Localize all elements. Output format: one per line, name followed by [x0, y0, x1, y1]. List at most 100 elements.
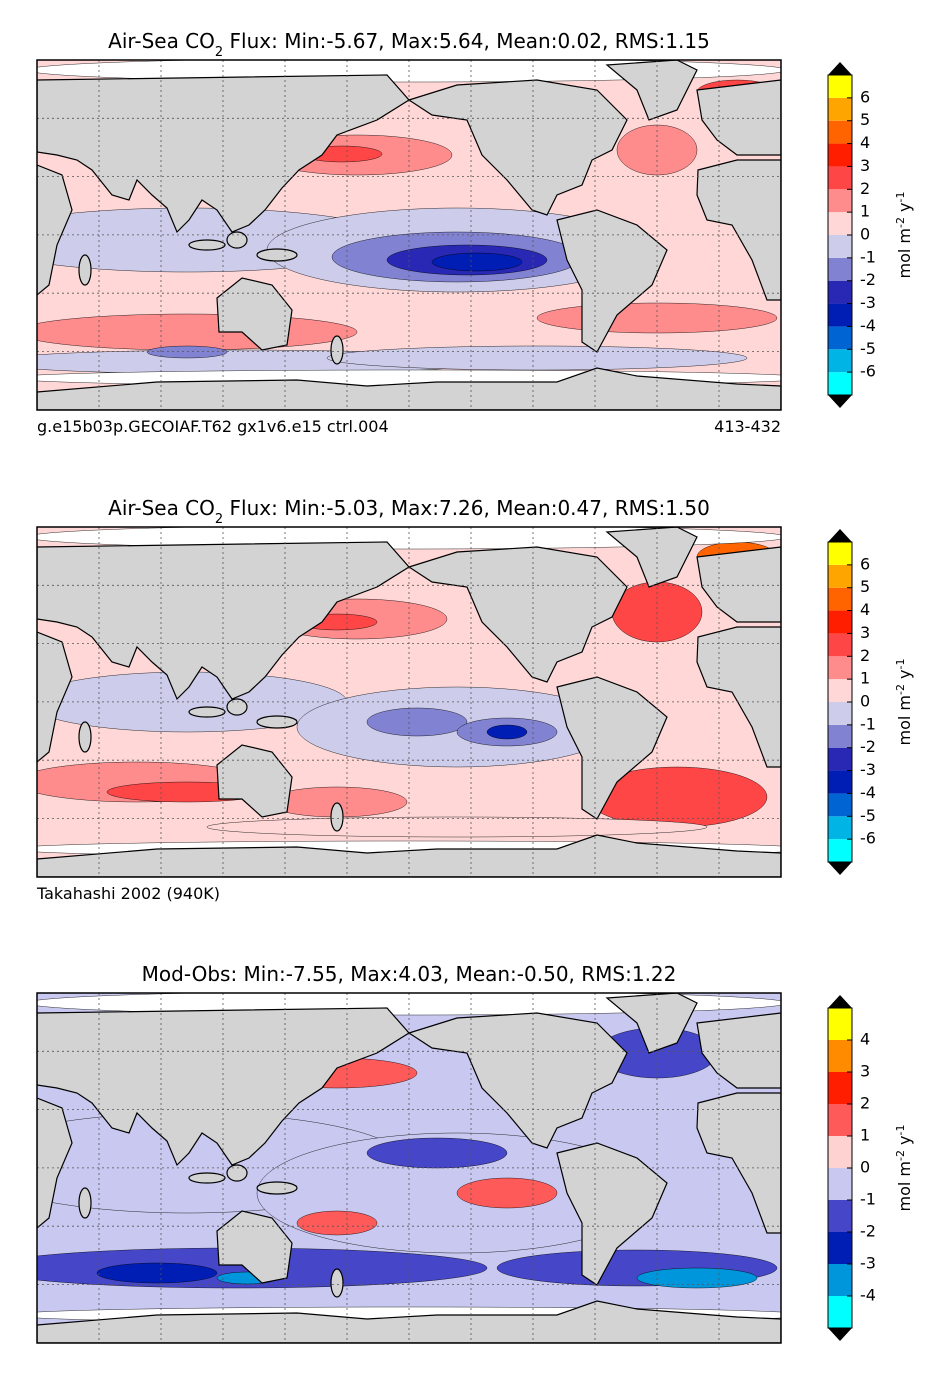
colorbar-tick-label: 0: [860, 692, 870, 711]
colorbar-tick-label: 2: [860, 1094, 870, 1113]
colorbar-band: [828, 793, 852, 817]
colorbar-band: [828, 189, 852, 213]
colorbar-extend-bottom: [828, 395, 852, 408]
colorbar-label: mol m-2 y-1: [894, 1125, 915, 1212]
colorbar-band: [828, 542, 852, 565]
field-region: [37, 313, 358, 351]
colorbar-tick-label: -1: [860, 714, 876, 733]
field-region: [366, 1137, 508, 1169]
field-region: [456, 1177, 558, 1209]
colorbar-band: [828, 120, 852, 144]
colorbar-label: mol m-2 y-1: [894, 659, 915, 746]
colorbar-tick-label: 6: [860, 554, 870, 573]
colorbar-band: [828, 724, 852, 748]
colorbar-band: [828, 770, 852, 794]
colorbar-tick-label: 5: [860, 110, 870, 129]
colorbar-tick-label: 4: [860, 133, 870, 152]
colorbar-band: [828, 1040, 852, 1072]
field-region: [206, 816, 708, 838]
colorbar-tick-label: -2: [860, 737, 876, 756]
colorbar-extend-top: [828, 62, 852, 75]
colorbar-tick-label: 4: [860, 600, 870, 619]
colorbar-tick-label: 4: [860, 1030, 870, 1049]
colorbar-tick-label: 2: [860, 646, 870, 665]
colorbar-band: [828, 166, 852, 190]
colorbar-tick-label: -5: [860, 806, 876, 825]
colorbar-band: [828, 349, 852, 373]
unit-text: mol m: [895, 695, 914, 746]
colorbar-tick-label: -4: [860, 316, 876, 335]
title-text: Air-Sea CO: [108, 496, 215, 520]
unit-text: y: [895, 1135, 914, 1150]
colorbar-tick-label: -2: [860, 1222, 876, 1241]
colorbar-band: [828, 1104, 852, 1136]
colorbar-tick-label: -6: [860, 829, 876, 848]
unit-text: y: [895, 669, 914, 684]
colorbar-band: [828, 816, 852, 840]
colorbar-tick-label: -6: [860, 362, 876, 381]
title-text: Air-Sea CO: [108, 29, 215, 53]
colorbar-tick-label: 3: [860, 623, 870, 642]
colorbar-band: [828, 747, 852, 771]
unit-text: y: [895, 202, 914, 217]
colorbar-band: [828, 75, 852, 98]
field-region: [146, 345, 228, 359]
map: [36, 526, 782, 878]
field-region: [366, 707, 468, 737]
map-frame: [36, 526, 782, 878]
colorbar-tick-label: -2: [860, 270, 876, 289]
title-text: Mod-Obs: Min:-7.55, Max:4.03, Mean:-0.50…: [142, 962, 677, 986]
map-field: [37, 993, 781, 1343]
map-frame: [36, 59, 782, 411]
colorbar-tick-label: 1: [860, 669, 870, 688]
colorbar-band: [828, 1232, 852, 1264]
colorbar-band: [828, 326, 852, 350]
colorbar-tick-label: -1: [860, 1190, 876, 1209]
field-region: [326, 345, 748, 371]
colorbar-band: [828, 679, 852, 702]
colorbar-tick-label: 5: [860, 577, 870, 596]
footer-left: Takahashi 2002 (940K): [36, 884, 220, 903]
colorbar-tick-label: -3: [860, 1254, 876, 1273]
colorbar-tick-label: -3: [860, 760, 876, 779]
colorbar-band: [828, 1168, 852, 1200]
colorbar-band: [828, 656, 852, 680]
colorbar-band: [828, 212, 852, 235]
title-subscript: 2: [215, 45, 223, 60]
panel: Mod-Obs: Min:-7.55, Max:4.03, Mean:-0.50…: [36, 962, 915, 1344]
panel: Air-Sea CO2 Flux: Min:-5.67, Max:5.64, M…: [36, 29, 915, 436]
field-region: [536, 302, 778, 334]
colorbar-band: [828, 303, 852, 327]
colorbar-label: mol m-2 y-1: [894, 192, 915, 279]
panel: Air-Sea CO 2 Flux: Min:-5.03, Max:7.26, M…: [36, 496, 915, 903]
unit-text: mol m: [895, 228, 914, 279]
unit-exponent: -2: [894, 217, 907, 228]
unit-exponent: -1: [894, 192, 907, 203]
unit-exponent: -2: [894, 1150, 907, 1161]
colorbar-band: [828, 587, 852, 611]
colorbar-band: [828, 280, 852, 304]
colorbar-tick-label: 6: [860, 87, 870, 106]
colorbar-tick-label: 0: [860, 225, 870, 244]
colorbar-band: [828, 702, 852, 725]
colorbar-tick-label: -4: [860, 783, 876, 802]
colorbar-band: [828, 564, 852, 588]
colorbar-tick-label: -1: [860, 247, 876, 266]
colorbar-tick-label: -4: [860, 1286, 876, 1305]
unit-exponent: -1: [894, 1125, 907, 1136]
field-region: [486, 724, 528, 740]
field-region: [431, 252, 523, 272]
unit-exponent: -1: [894, 659, 907, 670]
field-region: [296, 1210, 378, 1236]
colorbar-band: [828, 1200, 852, 1232]
title-rest: Flux: Min:-5.03, Max:7.26, Mean:0.47, RM…: [223, 496, 710, 520]
colorbar-extend-bottom: [828, 862, 852, 875]
panel-title: Air-Sea CO2 Flux: Min:-5.03, Max:7.26, M…: [108, 496, 710, 527]
colorbar-band: [828, 372, 852, 395]
colorbar-tick-label: 0: [860, 1158, 870, 1177]
colorbar-tick-label: 1: [860, 1126, 870, 1145]
colorbar-tick-label: -5: [860, 339, 876, 358]
colorbar-band: [828, 97, 852, 121]
map: [36, 59, 782, 411]
